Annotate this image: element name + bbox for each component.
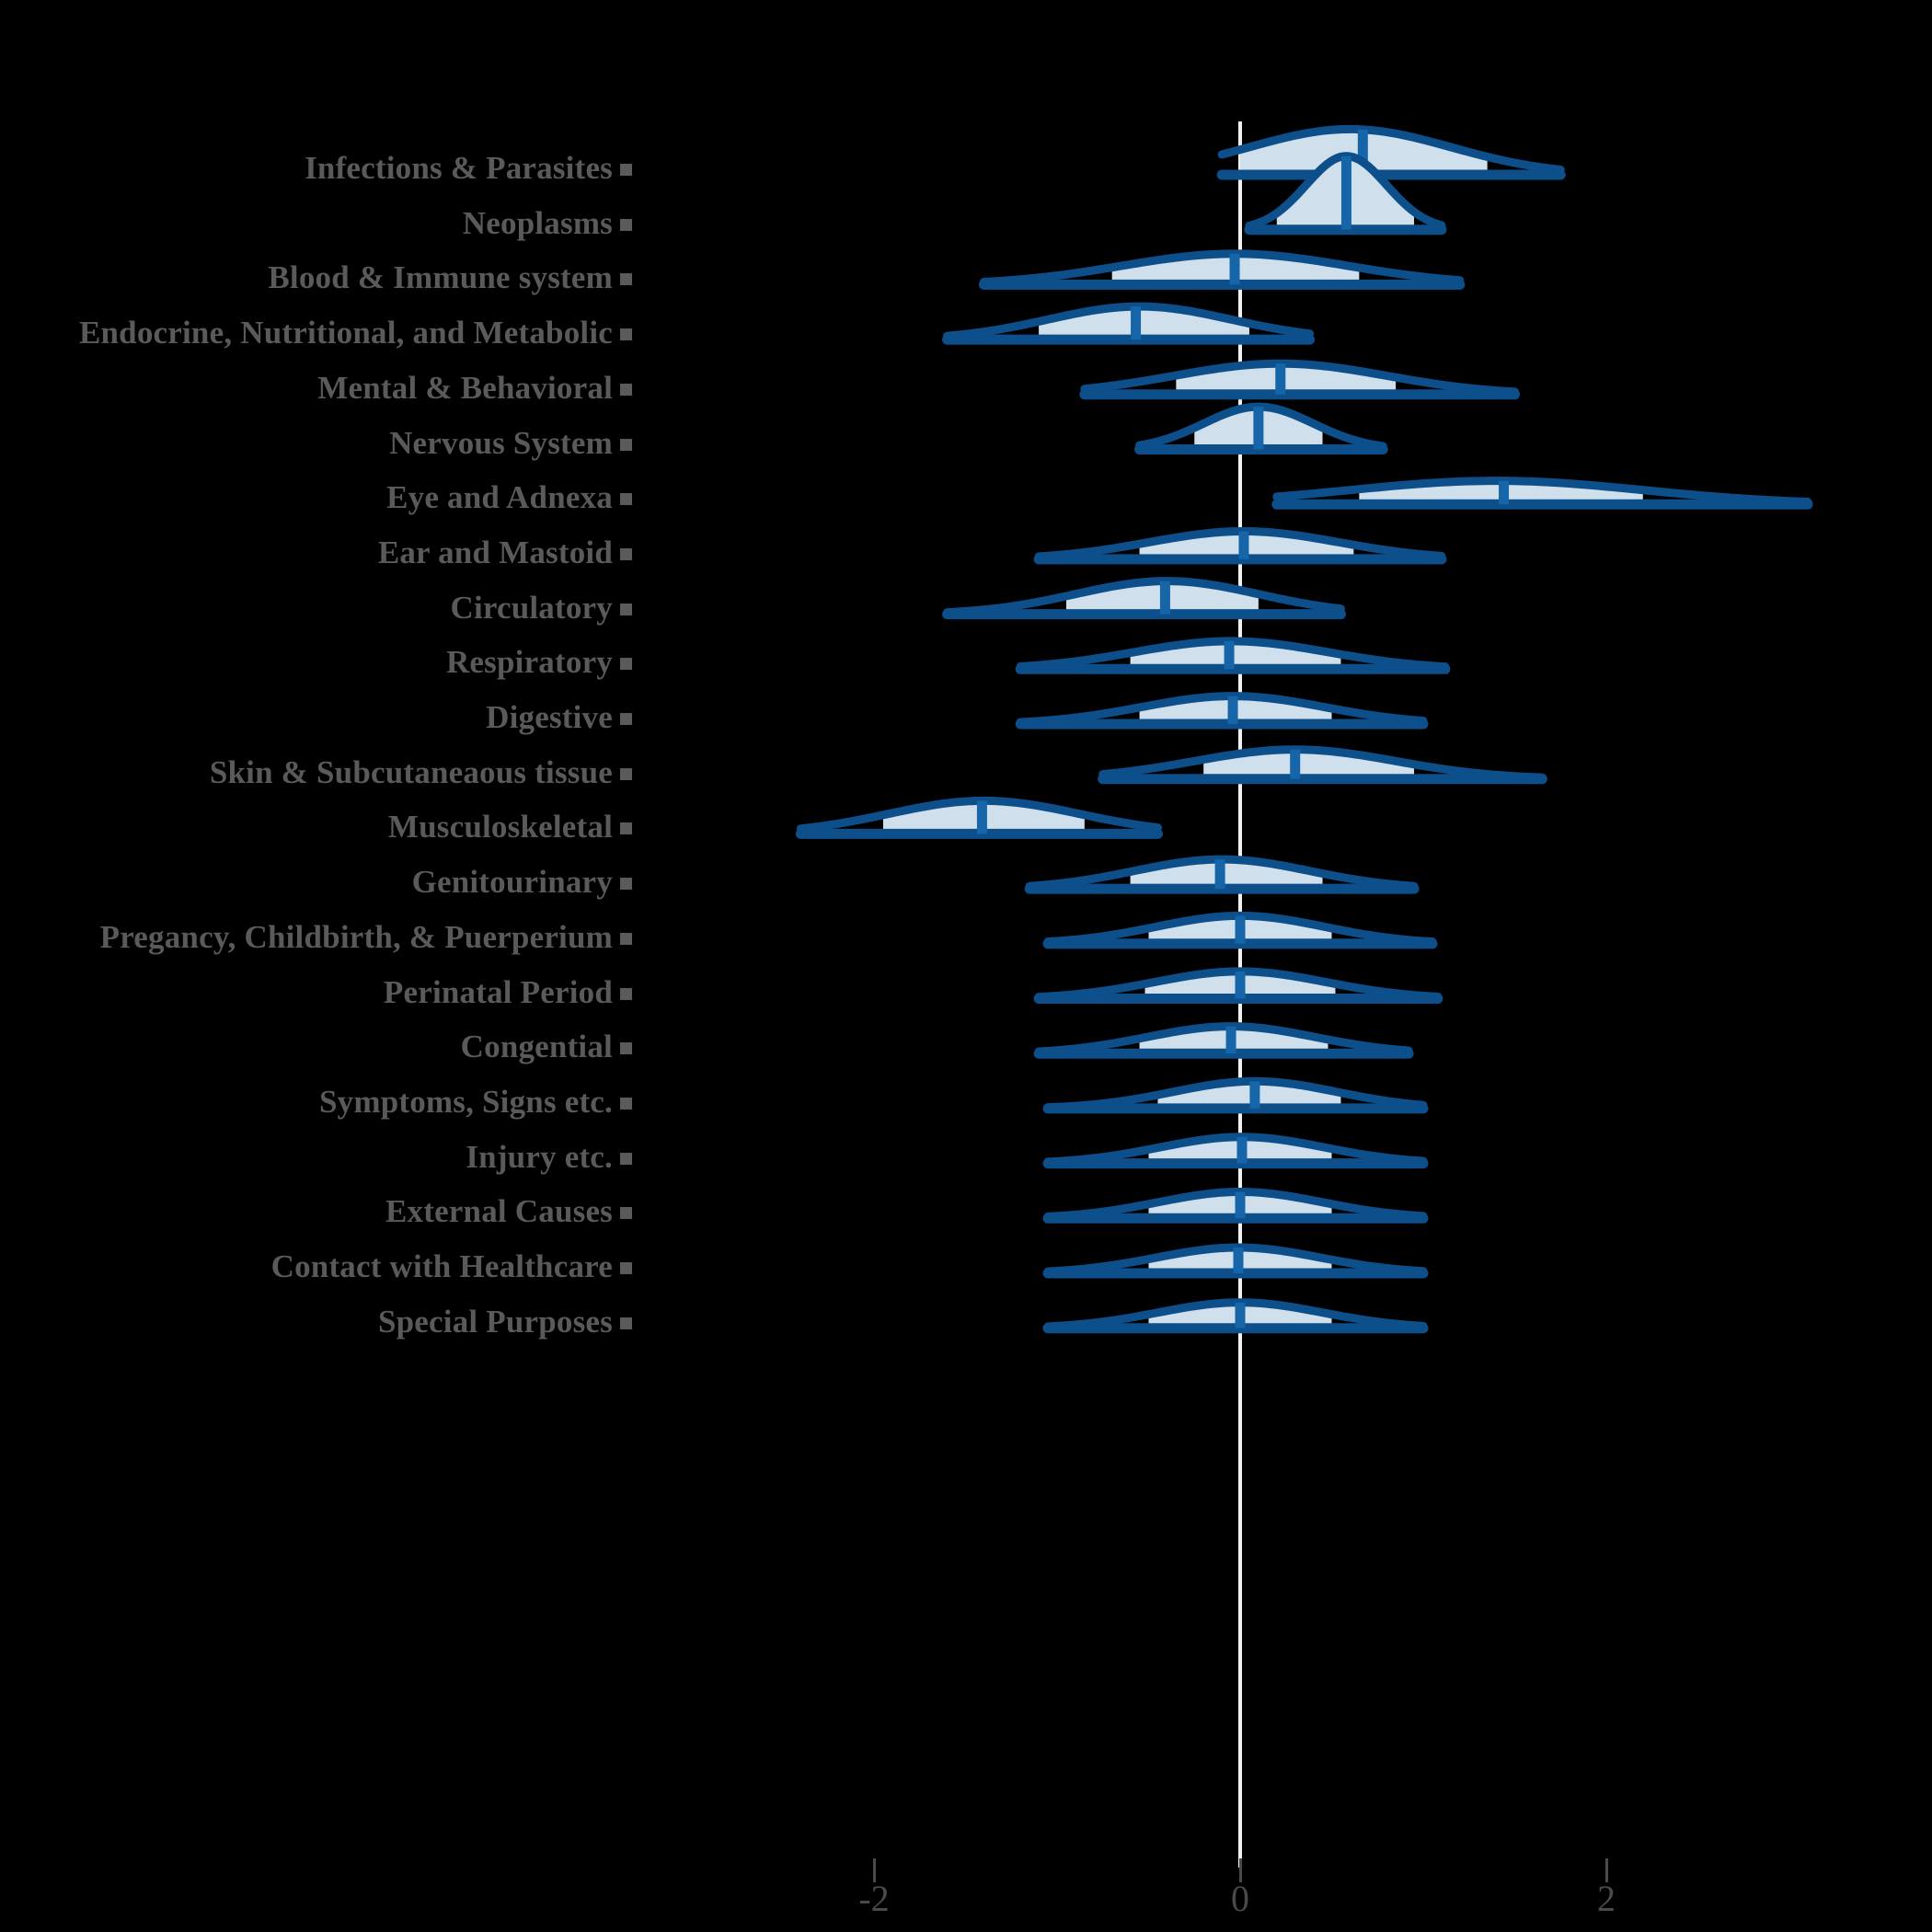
category-label: Contact with Healthcare bbox=[270, 1248, 613, 1284]
category-label: Blood & Immune system bbox=[268, 259, 613, 296]
density-row bbox=[1042, 1076, 1429, 1114]
density-row bbox=[1042, 1298, 1429, 1334]
category-label: Musculoskeletal bbox=[387, 809, 613, 845]
density-row bbox=[795, 796, 1163, 839]
density-outline bbox=[1043, 1133, 1428, 1167]
density-row bbox=[978, 249, 1466, 290]
y-axis-tick-marker bbox=[620, 493, 632, 506]
y-axis-tick-marker bbox=[620, 713, 632, 725]
y-axis-tick-marker bbox=[620, 603, 632, 615]
category-label: Mental & Behavioral bbox=[317, 369, 613, 406]
category-label: Eye and Adnexa bbox=[386, 479, 613, 516]
category-label: Symptoms, Signs etc. bbox=[318, 1083, 613, 1120]
density-row bbox=[942, 302, 1316, 345]
category-label: Infections & Parasites bbox=[305, 150, 613, 186]
density-row bbox=[942, 577, 1346, 620]
y-axis-tick-marker bbox=[620, 273, 632, 286]
y-axis-tick-marker bbox=[620, 438, 632, 451]
density-outline bbox=[1034, 1022, 1413, 1056]
x-axis-tick-label: 0 bbox=[1231, 1878, 1249, 1919]
density-outline bbox=[1043, 1076, 1428, 1112]
y-axis-tick-marker bbox=[620, 1152, 632, 1165]
x-axis-tick bbox=[1238, 1858, 1242, 1882]
category-label: Injury etc. bbox=[466, 1138, 613, 1175]
density-row bbox=[1033, 1022, 1414, 1059]
y-axis-tick-marker bbox=[620, 767, 632, 780]
density-outline bbox=[943, 302, 1315, 340]
density-row bbox=[1042, 1188, 1429, 1224]
y-axis-tick-marker bbox=[620, 383, 632, 396]
y-axis-tick-marker bbox=[620, 1207, 632, 1220]
density-outline bbox=[1080, 359, 1519, 397]
x-axis-tick bbox=[872, 1858, 876, 1882]
category-label: Respiratory bbox=[445, 644, 613, 681]
category-label: Pregancy, Childbirth, & Puerperium bbox=[99, 918, 613, 955]
y-axis-tick-marker bbox=[620, 878, 632, 891]
category-label: Perinatal Period bbox=[383, 973, 613, 1010]
category-label: Circulatory bbox=[450, 589, 613, 626]
category-label: Ear and Mastoid bbox=[377, 534, 613, 570]
category-label: Congential bbox=[460, 1029, 613, 1065]
y-axis-tick-marker bbox=[620, 218, 632, 231]
density-outline bbox=[1098, 745, 1547, 782]
density-row bbox=[1042, 1243, 1429, 1279]
category-label-column: Infections & Parasites Neoplasms Blood & I… bbox=[0, 0, 635, 1932]
category-label: Skin & Subcutaneaous tissue bbox=[209, 753, 613, 790]
y-axis-tick-marker bbox=[620, 164, 632, 176]
category-label: External Causes bbox=[385, 1193, 613, 1230]
y-axis-tick-marker bbox=[620, 658, 632, 671]
density-row bbox=[1015, 692, 1429, 730]
y-axis-tick-marker bbox=[620, 1097, 632, 1110]
y-axis-tick-marker bbox=[620, 547, 632, 560]
x-axis-tick bbox=[1604, 1858, 1608, 1882]
density-row bbox=[1015, 637, 1451, 674]
density-row bbox=[1042, 1133, 1429, 1169]
y-axis-tick-marker bbox=[620, 1042, 632, 1055]
density-row bbox=[1098, 745, 1547, 785]
density-outline bbox=[1272, 477, 1812, 507]
density-row bbox=[1216, 124, 1566, 180]
density-row bbox=[1024, 855, 1420, 894]
density-row bbox=[1271, 477, 1813, 510]
density-row bbox=[1033, 527, 1447, 565]
category-label: Special Purposes bbox=[377, 1303, 613, 1340]
density-outline bbox=[1016, 692, 1428, 727]
category-label: Endocrine, Nutritional, and Metabolic bbox=[78, 315, 613, 351]
density-row bbox=[1134, 402, 1388, 454]
density-row bbox=[1079, 359, 1520, 400]
category-label: Neoplasms bbox=[462, 204, 613, 241]
density-outline bbox=[1217, 124, 1565, 174]
density-outline bbox=[979, 249, 1465, 286]
x-axis-tick-label: -2 bbox=[858, 1878, 890, 1919]
density-row bbox=[1244, 152, 1447, 236]
density-row bbox=[1042, 911, 1438, 949]
y-axis-tick-marker bbox=[620, 1317, 632, 1329]
category-label: Genitourinary bbox=[411, 864, 613, 901]
y-axis-tick-marker bbox=[620, 932, 632, 945]
density-row bbox=[1033, 967, 1443, 1004]
density-outline bbox=[1025, 855, 1419, 891]
y-axis-tick-marker bbox=[620, 328, 632, 341]
category-label: Digestive bbox=[486, 699, 613, 735]
x-axis-tick-label: 2 bbox=[1597, 1878, 1616, 1919]
y-axis-tick-marker bbox=[620, 1262, 632, 1274]
density-outline bbox=[943, 577, 1345, 617]
y-axis-tick-marker bbox=[620, 987, 632, 1000]
y-axis-tick-marker bbox=[620, 822, 632, 835]
category-label: Nervous System bbox=[389, 424, 613, 461]
